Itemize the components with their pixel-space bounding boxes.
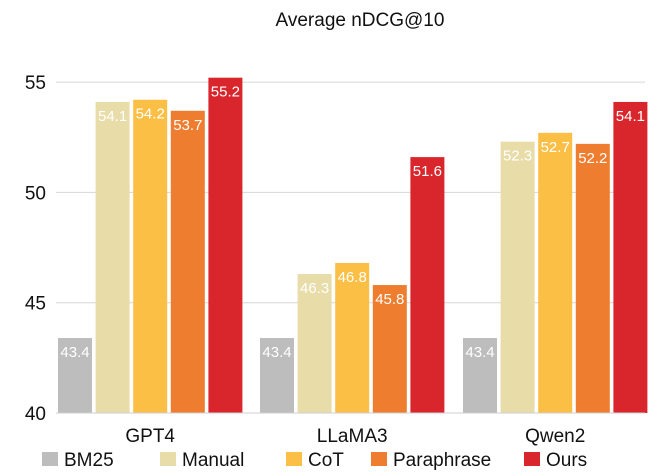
data-label: 53.7 [173,117,202,134]
legend: BM25 Manual CoT Paraphrase Ours [42,450,587,471]
x-category-label: LLaMA3 [317,426,388,447]
x-axis-categories: GPT4 LLaMA3 Qwen2 [125,426,585,447]
bars [58,77,648,414]
bar-manual-qwen2 [500,141,535,414]
bar-bm25-gpt4 [58,337,92,413]
data-label: 43.4 [465,344,494,361]
data-label: 52.3 [503,148,532,165]
legend-label: BM25 [64,450,114,471]
data-label: 54.1 [616,108,645,125]
legend-label: CoT [308,450,344,471]
data-label: 43.4 [262,344,291,361]
legend-swatch-cot [286,452,302,466]
y-tick-label: 40 [25,404,46,425]
bar-ours-gpt4 [208,77,243,414]
y-tick-label: 55 [25,73,46,94]
bar-manual-gpt4 [95,101,130,413]
bar-cot-gpt4 [133,99,168,414]
bar-ours-qwen2 [613,101,648,413]
legend-label: Paraphrase [393,450,491,471]
y-tick-label: 45 [25,294,46,315]
data-label: 54.2 [136,106,165,123]
bar-paraphrase-qwen2 [575,143,610,414]
legend-swatch-manual [160,452,176,466]
data-label: 46.8 [338,269,367,286]
bar-bm25-llama3 [260,337,294,413]
data-label: 45.8 [375,291,404,308]
chart-title: Average nDCG@10 [276,10,445,31]
y-tick-label: 50 [25,183,46,204]
bar-paraphrase-llama3 [372,285,407,413]
data-label: 51.6 [413,163,442,180]
x-category-label: Qwen2 [525,426,585,447]
data-label: 52.2 [578,150,607,167]
bar-bm25-qwen2 [463,337,497,413]
data-label: 54.1 [98,108,127,125]
bar-ours-llama3 [410,157,445,413]
data-label: 43.4 [60,344,89,361]
legend-label: Manual [182,450,244,471]
legend-swatch-paraphrase [371,452,387,466]
data-label: 46.3 [300,280,329,297]
bar-paraphrase-gpt4 [170,110,205,413]
x-category-label: GPT4 [125,426,175,447]
bar-manual-llama3 [297,274,332,413]
legend-swatch-ours [524,452,540,466]
data-label: 55.2 [211,84,240,101]
bar-cot-llama3 [335,262,370,413]
legend-label: Ours [546,450,587,471]
bar-cot-qwen2 [538,132,573,413]
data-labels: 43.4 54.1 54.2 53.7 55.2 43.4 46.3 46.8 45.8 51.6… [60,84,645,361]
data-label: 52.7 [541,139,570,156]
y-axis-ticks: 40 45 50 55 [25,73,46,425]
legend-swatch-bm25 [42,452,58,466]
